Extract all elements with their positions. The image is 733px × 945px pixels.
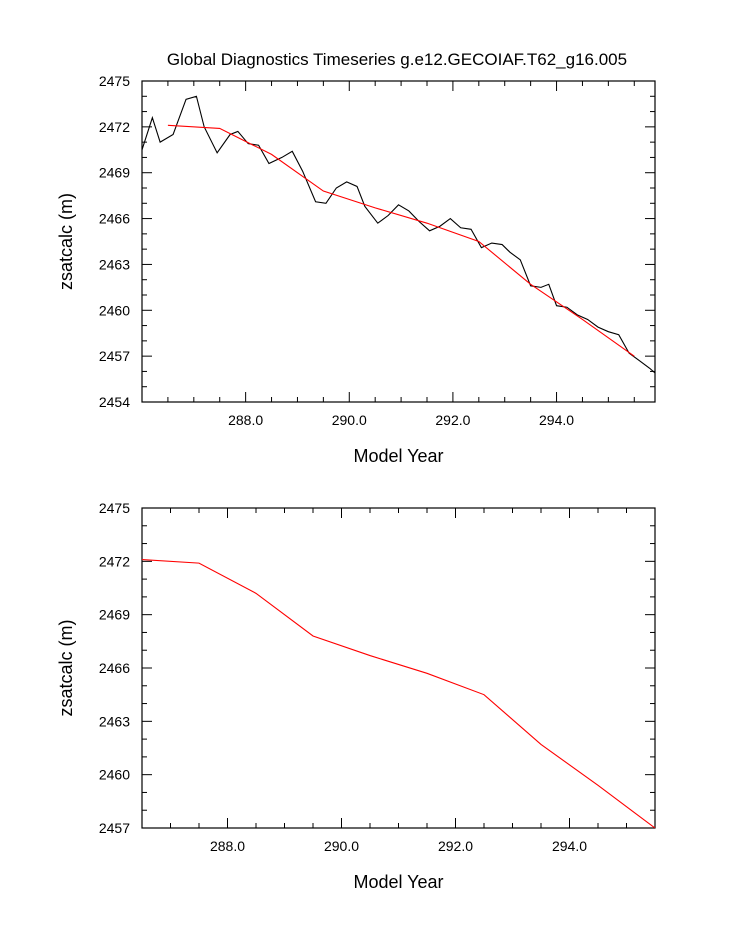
plot-frame: [141, 507, 656, 829]
y-tick-label: 2460: [99, 302, 130, 318]
x-tick-label: 290.0: [324, 838, 359, 854]
x-tick-label: 288.0: [228, 412, 263, 428]
y-tick-label: 2472: [99, 119, 130, 135]
x-axis-title: Model Year: [353, 872, 443, 892]
y-tick-label: 2463: [99, 256, 130, 272]
y-tick-label: 2466: [99, 211, 130, 227]
y-tick-label: 2475: [99, 500, 130, 516]
y-tick-label: 2466: [99, 660, 130, 676]
x-tick-label: 292.0: [438, 838, 473, 854]
y-tick-label: 2475: [99, 73, 130, 89]
y-tick-label: 2460: [99, 767, 130, 783]
y-axis-title: zsatcalc (m): [56, 619, 76, 716]
x-tick-label: 294.0: [552, 838, 587, 854]
y-tick-label: 2457: [99, 820, 130, 836]
plot-frame: [141, 80, 656, 403]
x-tick-label: 288.0: [210, 838, 245, 854]
annual-mean-line: [167, 124, 635, 357]
x-tick-label: 290.0: [332, 412, 367, 428]
y-axis-title: zsatcalc (m): [56, 193, 76, 290]
x-tick-label: 294.0: [539, 412, 574, 428]
x-axis-title: Model Year: [353, 446, 443, 466]
y-tick-label: 2454: [99, 394, 130, 410]
y-tick-label: 2457: [99, 348, 130, 364]
top-panel: 288.0 290.0 292.0 294.0 2454 2457 2460 2463 2466…: [56, 73, 656, 466]
bottom-panel: 288.0 290.0 292.0 294.0 2457 2460 2463 2466 2469…: [56, 500, 656, 892]
y-tick-label: 2469: [99, 165, 130, 181]
y-tick-label: 2469: [99, 607, 130, 623]
monthly-line: [142, 95, 655, 374]
annual-mean-line: [142, 559, 655, 828]
y-tick-label: 2463: [99, 713, 130, 729]
y-tick-label: 2472: [99, 553, 130, 569]
chart-title: Global Diagnostics Timeseries g.e12.GECO…: [167, 50, 627, 69]
x-tick-label: 292.0: [435, 412, 470, 428]
